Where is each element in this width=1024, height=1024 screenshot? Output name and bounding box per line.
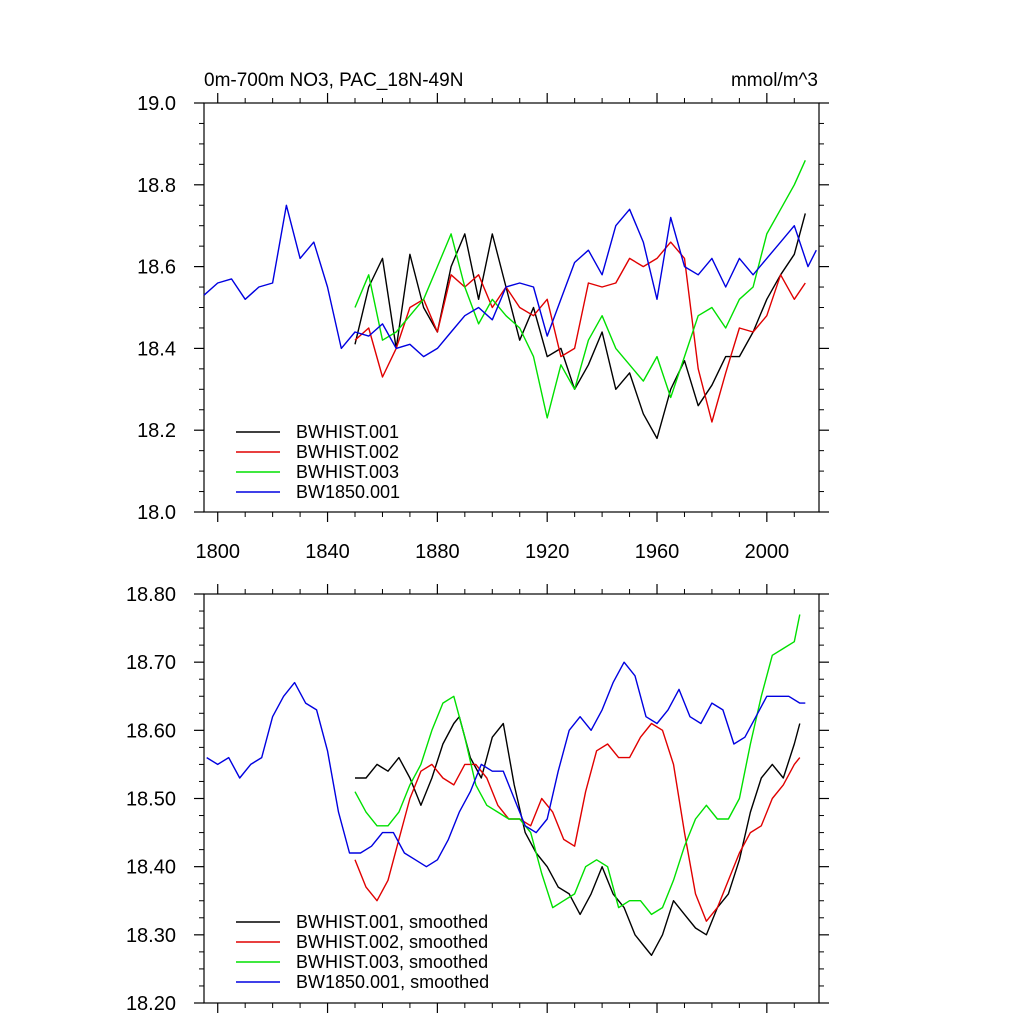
legend-label: BWHIST.003, smoothed bbox=[296, 952, 488, 972]
legend-label: BW1850.001 bbox=[296, 482, 400, 502]
y-tick-label: 18.80 bbox=[126, 584, 176, 606]
legend-label: BWHIST.001 bbox=[296, 422, 399, 442]
axis-ticks: 18.20 18.30 18.40 18.50 18.60 18.70 18.80 bbox=[126, 584, 829, 1015]
series-line-1 bbox=[354, 213, 806, 440]
bottom-panel: 18.20 18.30 18.40 18.50 18.60 18.70 18.80 BWHI… bbox=[126, 584, 829, 1015]
units-label: mmol/m^3 bbox=[731, 70, 818, 91]
series-line-4 bbox=[203, 204, 817, 358]
y-tick-label: 18.6 bbox=[137, 257, 176, 279]
y-tick-label: 18.8 bbox=[137, 175, 176, 197]
chart-title: 0m-700m NO3, PAC_18N-49N bbox=[204, 70, 463, 91]
x-tick-label: 1800 bbox=[195, 541, 240, 563]
series-line-4 bbox=[206, 661, 806, 868]
series-line-1 bbox=[355, 716, 801, 956]
series-layer bbox=[206, 614, 806, 956]
series-layer bbox=[203, 160, 817, 440]
y-tick-label: 18.0 bbox=[137, 502, 176, 524]
y-tick-label: 18.50 bbox=[126, 789, 176, 811]
legend-label: BW1850.001, smoothed bbox=[296, 972, 489, 992]
axis-ticks: 1800 1840 1880 1920 1960 2000 18.0 18.2 18.4 18.6… bbox=[137, 93, 829, 563]
top-panel: 0m-700m NO3, PAC_18N-49N mmol/m^3 1800 18… bbox=[137, 70, 829, 563]
legend-label: BWHIST.002 bbox=[296, 442, 399, 462]
series-line-3 bbox=[354, 614, 801, 916]
legend-label: BWHIST.002, smoothed bbox=[296, 932, 488, 952]
x-tick-label: 1920 bbox=[525, 541, 570, 563]
legend-label: BWHIST.003 bbox=[296, 462, 399, 482]
x-tick-label: 1840 bbox=[305, 541, 350, 563]
series-line-3 bbox=[354, 160, 806, 419]
y-tick-label: 18.60 bbox=[126, 720, 176, 742]
x-tick-label: 1880 bbox=[415, 541, 460, 563]
y-tick-label: 18.70 bbox=[126, 652, 176, 674]
series-line-2 bbox=[354, 241, 806, 423]
y-tick-label: 18.20 bbox=[126, 993, 176, 1015]
legend-label: BWHIST.001, smoothed bbox=[296, 912, 488, 932]
x-tick-label: 2000 bbox=[745, 541, 790, 563]
y-tick-label: 18.30 bbox=[126, 925, 176, 947]
y-tick-label: 18.40 bbox=[126, 857, 176, 879]
series-line-2 bbox=[354, 722, 801, 922]
y-tick-label: 19.0 bbox=[137, 93, 176, 115]
y-tick-label: 18.4 bbox=[137, 338, 176, 360]
x-tick-label: 1960 bbox=[635, 541, 680, 563]
y-tick-label: 18.2 bbox=[137, 420, 176, 442]
